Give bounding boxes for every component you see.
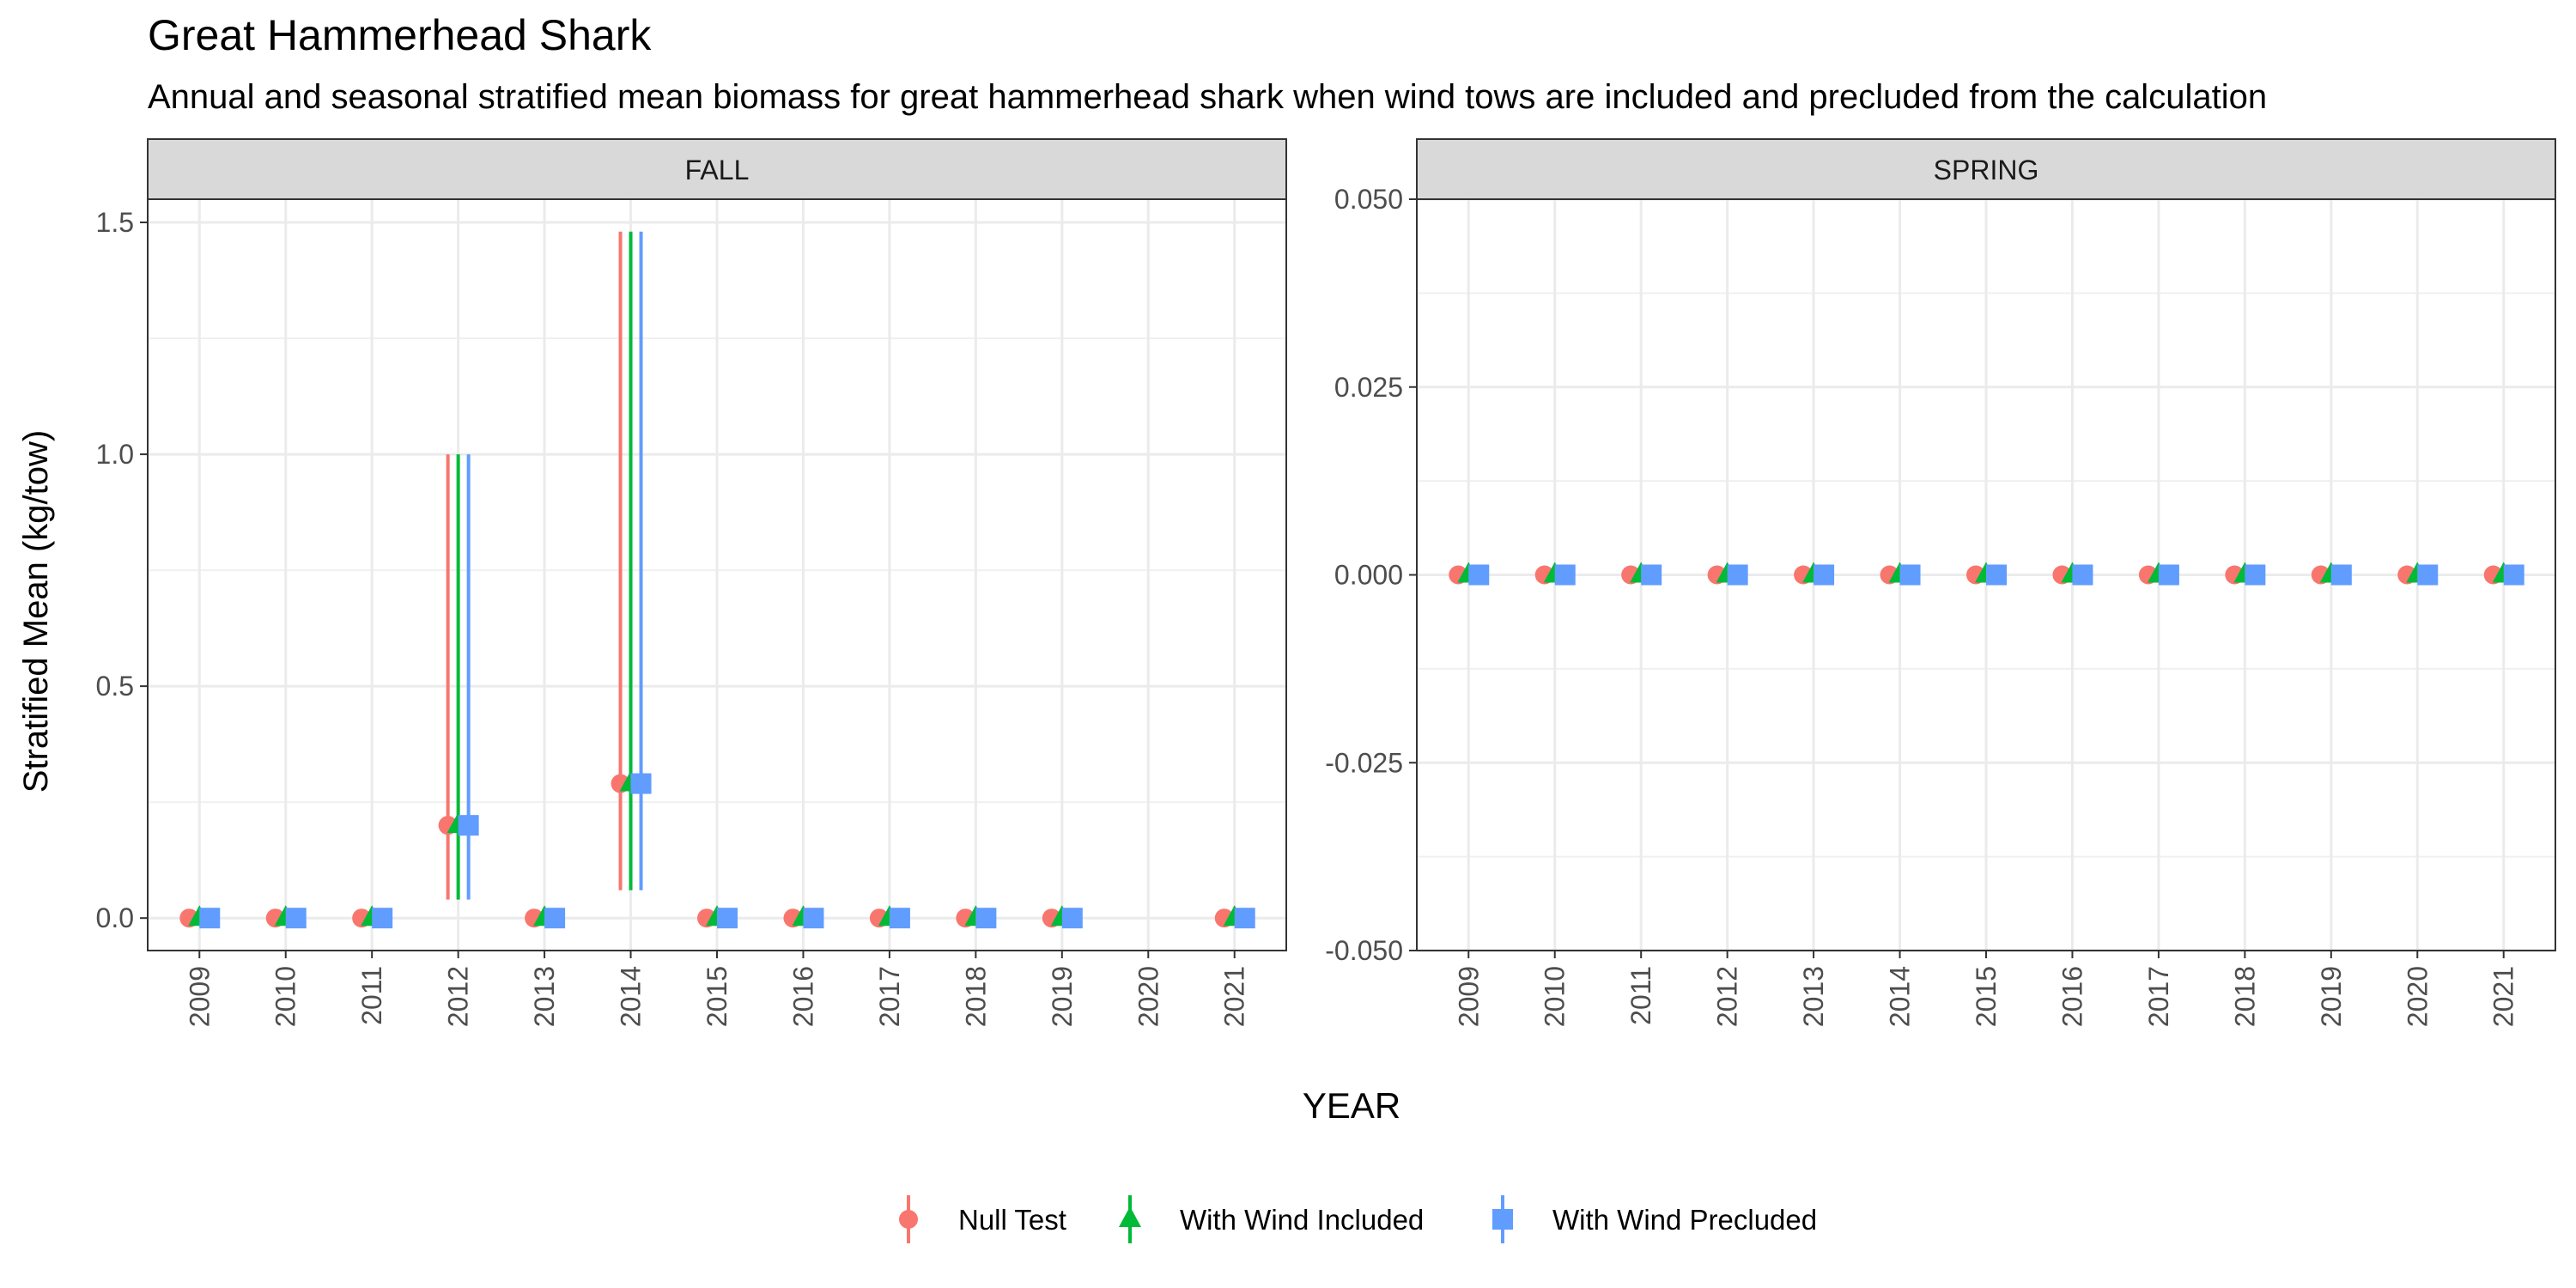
x-tick-label: 2014 bbox=[616, 966, 647, 1027]
y-tick-label: 0.000 bbox=[1334, 560, 1403, 591]
legend-key-circle bbox=[899, 1210, 918, 1229]
chart-subtitle: Annual and seasonal stratified mean biom… bbox=[148, 78, 2267, 116]
legend-label: With Wind Included bbox=[1180, 1204, 1424, 1236]
x-tick-label: 2009 bbox=[184, 966, 215, 1027]
x-tick-label: 2012 bbox=[443, 966, 474, 1027]
x-tick-label: 2010 bbox=[270, 966, 301, 1027]
legend-label: Null Test bbox=[958, 1204, 1066, 1236]
point-precl bbox=[199, 908, 221, 929]
y-tick-label: 1.5 bbox=[96, 207, 134, 238]
legend-key-triangle bbox=[1119, 1206, 1141, 1227]
point-precl bbox=[1899, 564, 1921, 586]
point-precl bbox=[1554, 564, 1576, 586]
legend-item-incl: With Wind Included bbox=[1119, 1195, 1424, 1243]
x-tick-label: 2018 bbox=[2229, 966, 2260, 1027]
chart-title: Great Hammerhead Shark bbox=[148, 11, 652, 59]
y-tick-label: 0.050 bbox=[1334, 184, 1403, 215]
x-tick-label: 2019 bbox=[2316, 966, 2347, 1027]
point-precl bbox=[2072, 564, 2093, 586]
x-tick-label: 2016 bbox=[787, 966, 818, 1027]
x-tick-label: 2010 bbox=[1540, 966, 1571, 1027]
point-precl bbox=[975, 908, 997, 929]
x-tick-label: 2012 bbox=[1712, 966, 1743, 1027]
panels: 0.0 0.5 1.0 1.5 2009 2010 2011 2012 2013 2014 2015… bbox=[96, 138, 2556, 1027]
point-precl bbox=[1061, 908, 1083, 929]
point-precl bbox=[285, 908, 307, 929]
x-tick-label: 2011 bbox=[356, 966, 387, 1025]
legend: Null Test With Wind Included With Wind Pre… bbox=[899, 1195, 1817, 1243]
x-tick-label: 2021 bbox=[2488, 966, 2519, 1027]
y-tick-label: -0.025 bbox=[1325, 747, 1403, 778]
x-tick-label: 2015 bbox=[702, 966, 732, 1027]
point-precl bbox=[2417, 564, 2439, 586]
x-tick-label: 2013 bbox=[529, 966, 560, 1027]
x-tick-label: 2020 bbox=[1133, 966, 1163, 1027]
y-axis-label: Stratified Mean (kg/tow) bbox=[17, 430, 55, 793]
panel-fall: 0.0 0.5 1.0 1.5 2009 2010 2011 2012 2013 2014 2015… bbox=[96, 138, 1287, 1027]
x-tick-label: 2017 bbox=[874, 966, 905, 1027]
y-tick-label: 0.025 bbox=[1334, 372, 1403, 403]
y-tick-label: 0.5 bbox=[96, 671, 134, 702]
y-tick-label: -0.050 bbox=[1325, 935, 1403, 966]
panel-spring: -0.050 -0.025 0.000 0.025 0.050 2009 2010 2011 2… bbox=[1325, 138, 2556, 1027]
point-precl bbox=[889, 908, 910, 929]
legend-label: With Wind Precluded bbox=[1552, 1204, 1817, 1236]
point-precl bbox=[2245, 564, 2266, 586]
x-tick-label: 2013 bbox=[1798, 966, 1829, 1027]
x-tick-label: 2015 bbox=[1971, 966, 2002, 1027]
point-precl bbox=[2158, 564, 2179, 586]
point-precl bbox=[630, 773, 652, 794]
x-tick-label: 2009 bbox=[1453, 966, 1484, 1027]
x-tick-label: 2011 bbox=[1625, 966, 1656, 1025]
facet-strip bbox=[147, 138, 1287, 200]
point-precl bbox=[2330, 564, 2352, 586]
x-tick-label: 2021 bbox=[1219, 966, 1250, 1027]
x-tick-label: 2017 bbox=[2143, 966, 2174, 1027]
facet-strip-label: FALL bbox=[685, 155, 750, 185]
point-precl bbox=[803, 908, 824, 929]
point-precl bbox=[1814, 564, 1835, 586]
point-precl bbox=[1234, 908, 1255, 929]
point-precl bbox=[1641, 564, 1662, 586]
y-tick-label: 1.0 bbox=[96, 439, 134, 470]
y-tick-label: 0.0 bbox=[96, 902, 134, 933]
point-precl bbox=[1986, 564, 2007, 586]
point-precl bbox=[1727, 564, 1748, 586]
point-precl bbox=[544, 908, 566, 929]
point-precl bbox=[372, 908, 393, 929]
x-axis-label: YEAR bbox=[1303, 1085, 1400, 1126]
x-tick-label: 2020 bbox=[2402, 966, 2433, 1027]
legend-key-square bbox=[1492, 1209, 1513, 1230]
facet-strip bbox=[1416, 138, 2556, 200]
x-tick-label: 2016 bbox=[2057, 966, 2087, 1027]
legend-item-null: Null Test bbox=[899, 1195, 1066, 1243]
legend-item-precl: With Wind Precluded bbox=[1492, 1195, 1817, 1243]
point-precl bbox=[1468, 564, 1490, 586]
point-precl bbox=[458, 815, 479, 836]
point-precl bbox=[717, 908, 738, 929]
x-tick-label: 2018 bbox=[960, 966, 991, 1027]
x-tick-label: 2019 bbox=[1047, 966, 1078, 1027]
x-tick-label: 2014 bbox=[1885, 966, 1916, 1027]
facet-strip-label: SPRING bbox=[1934, 155, 2039, 185]
point-precl bbox=[2503, 564, 2524, 586]
